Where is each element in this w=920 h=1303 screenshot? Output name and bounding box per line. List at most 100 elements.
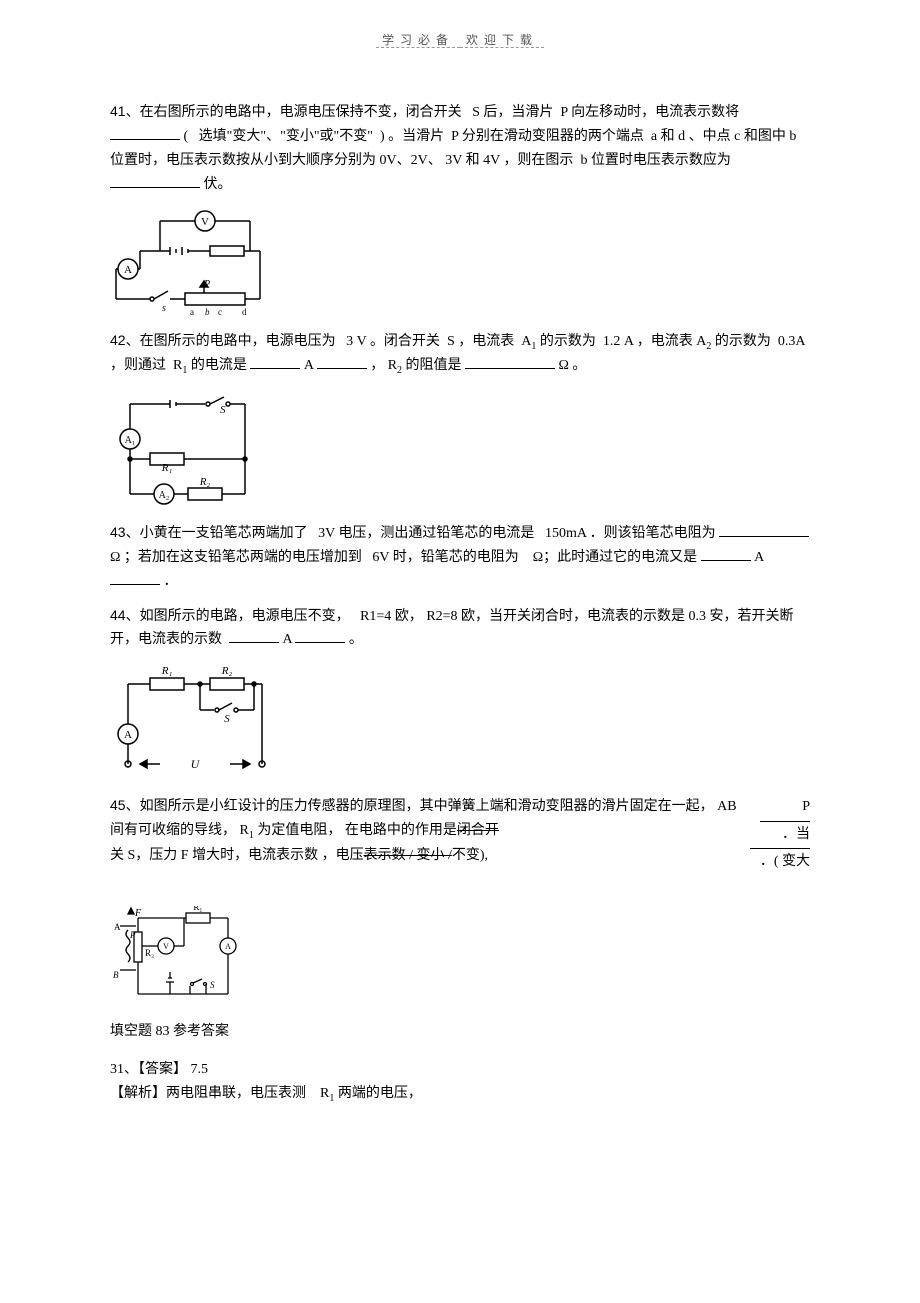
q42-i1: 1.2 A — [603, 334, 633, 349]
q42-num: 42 — [110, 332, 126, 348]
svg-text:S: S — [210, 980, 215, 990]
q43-f: ． — [164, 574, 178, 589]
q41-blank2[interactable] — [110, 174, 200, 188]
svg-text:b: b — [205, 307, 210, 317]
q41-d: 。当滑片 — [388, 129, 444, 144]
q42-g: ，则通过 — [110, 358, 166, 373]
q42-r2s: 2 — [397, 365, 402, 376]
svg-text:s: s — [162, 303, 166, 314]
svg-text:U: U — [191, 757, 201, 771]
question-41: 41、在右图所示的电路中，电源电压保持不变，闭合开关 S 后，当滑片 P 向左移… — [110, 100, 810, 196]
q41-vals: 0V、2V、 3V 和 4V — [380, 153, 500, 168]
q43-u1: Ω — [110, 550, 120, 565]
a31-ea: 【解析】两电阻串联，电压表测 — [110, 1086, 306, 1101]
svg-text:B: B — [113, 970, 119, 980]
q45-d: 关 S，压力 F 增大时，电流表示数 ，电压 — [110, 848, 364, 863]
svg-text:R₂: R₂ — [145, 948, 154, 958]
svg-text:P: P — [203, 279, 210, 290]
svg-text:A: A — [124, 729, 132, 741]
question-42: 42、在图所示的电路中，电源电压为 3 V 。闭合开关 S ，电流表 A1 的示… — [110, 329, 810, 380]
q42-d: 的示数为 — [540, 334, 596, 349]
q42-c: ，电流表 — [458, 334, 514, 349]
q42-r1s: 1 — [182, 365, 187, 376]
q42-v: 3 V — [346, 334, 366, 349]
q43-u2: A — [754, 550, 763, 565]
q41-e: 分别在滑动变阻器的两个端点 — [462, 129, 644, 144]
header-left: 学习必备 — [376, 33, 460, 48]
svg-text:R₂: R₂ — [221, 665, 233, 677]
svg-text:A: A — [124, 264, 132, 276]
figure-42: S A₁ R₁ A₂ R₂ — [110, 389, 810, 509]
q44-num: 44 — [110, 607, 126, 623]
svg-text:A₂: A₂ — [159, 490, 170, 501]
q44-b: 欧， — [395, 609, 423, 624]
q43-c: ．则该铅笔芯电阻为 — [590, 526, 716, 541]
q41-b: 后，当滑片 — [483, 105, 553, 120]
answer-header: 填空题 83 参考答案 — [110, 1020, 810, 1044]
q42-j: 的阻值是 — [406, 358, 462, 373]
a31-val: 7.5 — [191, 1062, 209, 1077]
q44-r1: R1=4 — [360, 609, 391, 624]
q42-a2: A — [696, 334, 706, 349]
q41-h: 位置时电压表示数应为 — [591, 153, 731, 168]
svg-text:V: V — [163, 942, 169, 951]
q44-r2: R2=8 — [426, 609, 457, 624]
q45-s2: 表示数 / 变小 / — [364, 848, 452, 863]
q44-a: 、如图所示的电路，电源电压不变， — [126, 609, 350, 624]
svg-text:R₁: R₁ — [161, 462, 173, 474]
q43-e: 时，铅笔芯的电阻为 Ω；此时通过它的电流又是 — [393, 550, 697, 565]
q41-pts: a 和 d — [651, 129, 685, 144]
q42-e: ，电流表 — [637, 334, 693, 349]
q45-r1: R — [240, 823, 249, 838]
q41-blank1[interactable] — [110, 126, 180, 140]
q42-u1: A — [304, 358, 313, 373]
figure-41: V A s P a b c d — [110, 207, 810, 317]
q45-ab: AB — [717, 799, 736, 814]
q44-blank1b[interactable] — [295, 629, 345, 643]
header-right: 欢迎下载 — [460, 33, 544, 48]
q41-num: 41 — [110, 103, 126, 119]
q42-a1s: 1 — [531, 340, 536, 351]
q44-blank1[interactable] — [229, 629, 279, 643]
q42-blank1[interactable] — [250, 355, 300, 369]
q41-sw: S — [472, 105, 480, 120]
q45-a: 、如图所示是小红设计的压力传感器的原理图，其中弹簧上端和滑动变阻器的滑片固定在一… — [126, 799, 714, 814]
a31-r: R — [320, 1086, 329, 1101]
q41-bpos: b — [580, 153, 587, 168]
a31-lab: 、【答案】 — [124, 1062, 187, 1077]
q44-u: A — [283, 632, 292, 647]
q42-blank1b[interactable] — [317, 355, 367, 369]
q43-b: 电压，测出通过铅笔芯的电流是 — [338, 526, 534, 541]
answer-31: 31、【答案】 7.5 【解析】两电阻串联，电压表测 R1 两端的电压， — [110, 1058, 810, 1107]
q43-num: 43 — [110, 524, 126, 540]
q43-d: ；若加在这支铅笔芯两端的电压增加到 — [124, 550, 362, 565]
q45-float-p: P — [740, 794, 810, 821]
q43-blank1[interactable] — [719, 523, 809, 537]
q43-blank2b[interactable] — [110, 571, 160, 585]
a31-num: 31 — [110, 1062, 124, 1077]
q43-v2: 6V — [372, 550, 389, 565]
q41-hint: 选填"变大"、"变小"或"不变" — [199, 129, 373, 144]
q45-r1s: 1 — [249, 830, 254, 841]
q42-blank2[interactable] — [465, 355, 555, 369]
q45-b: 间有可收缩的导线， — [110, 823, 236, 838]
svg-text:R₂: R₂ — [199, 476, 211, 488]
question-43: 43、小黄在一支铅笔芯两端加了 3V 电压，测出通过铅笔芯的电流是 150mA … — [110, 521, 810, 593]
q42-a2s: 2 — [706, 340, 711, 351]
q42-a: 、在图所示的电路中，电源电压为 — [126, 334, 336, 349]
q45-num: 45 — [110, 797, 126, 813]
q44-c: 欧，当开关闭合时，电流表的示数是 — [461, 609, 685, 624]
q43-i1: 150mA — [545, 526, 586, 541]
q45-e: 不变), — [452, 848, 488, 863]
q44-i: 0.3 — [689, 609, 707, 624]
q43-blank2[interactable] — [701, 547, 751, 561]
question-44: 44、如图所示的电路，电源电压不变， R1=4 欧， R2=8 欧，当开关闭合时… — [110, 604, 810, 653]
a31-eb: 两端的电压， — [338, 1086, 422, 1101]
q43-v1: 3V — [318, 526, 335, 541]
svg-text:A: A — [114, 922, 121, 932]
a31-rs: 1 — [329, 1092, 334, 1103]
q41-p1: P — [560, 105, 567, 120]
q41-unit: 伏。 — [204, 177, 232, 192]
svg-text:S: S — [224, 713, 230, 725]
svg-text:R₁: R₁ — [161, 665, 173, 677]
